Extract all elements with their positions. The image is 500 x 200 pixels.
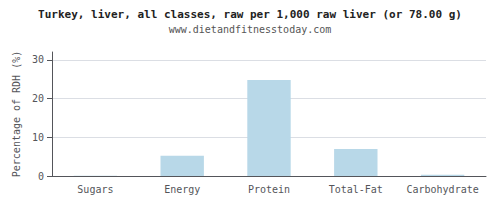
svg-text:Sugars: Sugars (77, 184, 113, 195)
svg-text:30: 30 (32, 54, 44, 65)
svg-text:0: 0 (38, 171, 44, 182)
svg-text:Turkey, liver, all classes, ra: Turkey, liver, all classes, raw per 1,00… (38, 8, 462, 21)
svg-text:Carbohydrate: Carbohydrate (406, 184, 478, 195)
svg-text:Protein: Protein (248, 184, 290, 195)
svg-text:Percentage of RDH (%): Percentage of RDH (%) (11, 51, 22, 177)
svg-text:Total-Fat: Total-Fat (329, 184, 383, 195)
svg-text:20: 20 (32, 93, 44, 104)
svg-text:www.dietandfitnesstoday.com: www.dietandfitnesstoday.com (169, 24, 332, 35)
svg-text:10: 10 (32, 132, 44, 143)
svg-text:Energy: Energy (164, 184, 200, 195)
